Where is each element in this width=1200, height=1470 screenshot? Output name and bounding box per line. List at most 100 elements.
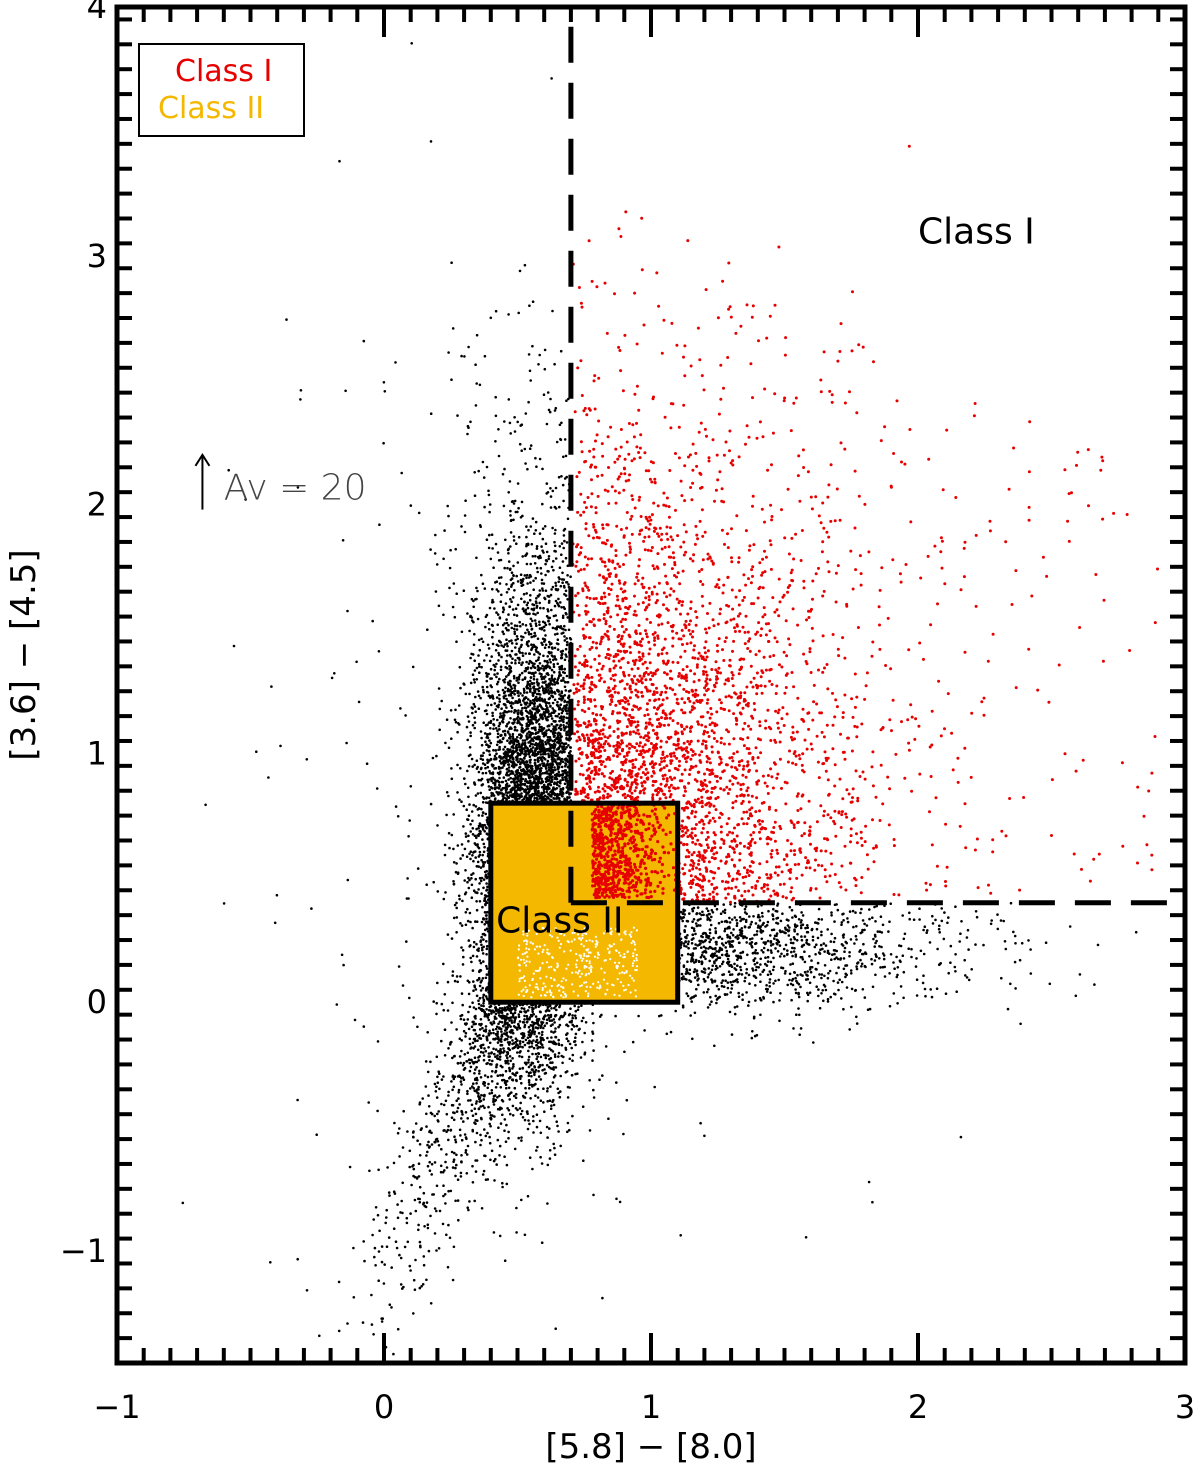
data-point-4844 [478,900,482,903]
data-point-4547 [532,675,536,678]
data-point-4244 [525,714,529,718]
data-point-1445 [515,743,519,747]
data-point-3619 [531,1052,534,1056]
data-point-1680 [435,1001,439,1005]
data-point-4008 [500,1030,503,1033]
data-point-3020 [456,791,459,794]
data-point-2081 [523,706,527,709]
data-point-4246 [521,777,525,781]
data-point-401 [454,708,457,712]
data-point-129 [542,783,546,787]
data-point-2100 [480,979,483,982]
data-point-2824 [566,517,570,521]
data-point-3624 [532,1013,535,1016]
data-point-4312 [473,842,477,845]
data-point-3146 [488,1058,491,1062]
data-point-4990 [568,1086,571,1089]
data-point-3675 [573,1040,576,1043]
data-point-4926 [520,1198,523,1202]
data-point-3222 [464,891,468,894]
data-point-4822 [476,948,479,952]
data-point-1528 [450,937,454,940]
data-point-4446 [552,735,556,738]
data-point-2024 [471,833,475,836]
data-point-2484 [523,1118,527,1122]
data-point-3694 [511,1072,514,1075]
data-point-3416 [563,658,567,662]
data-point-2759 [571,1114,574,1118]
data-point-1873 [521,623,525,626]
data-point-498 [509,531,513,534]
data-point-3726 [570,1046,573,1050]
data-point-3746 [492,566,495,569]
data-point-1419 [548,1099,552,1102]
data-point-2140 [528,744,532,748]
data-point-3027 [482,863,485,866]
data-point-1593 [564,647,568,651]
data-point-4227 [477,826,480,830]
data-point-335 [533,653,536,656]
data-point-571 [519,1077,522,1081]
data-point-2394 [549,729,553,733]
data-point-4295 [480,1004,483,1007]
data-point-4253 [521,1045,524,1049]
data-point-3134 [565,674,569,678]
data-point-3163 [528,679,532,683]
data-point-1474 [466,818,470,821]
data-point-1343 [521,1040,525,1044]
data-point-3186 [574,1072,577,1076]
data-point-3993 [513,1021,516,1024]
data-point-2433 [471,969,475,972]
data-point-3657 [514,1074,517,1077]
data-point-4737 [493,702,497,705]
data-point-4580 [517,1013,521,1016]
data-point-56 [460,843,464,846]
data-point-1134 [470,1025,474,1028]
data-point-1896 [473,834,477,838]
data-point-4073 [531,671,535,675]
data-point-1763 [558,719,561,723]
data-point-4992 [483,897,487,900]
data-point-4790 [483,732,487,735]
data-point-1790 [527,1055,531,1059]
data-point-3686 [483,1154,486,1157]
data-point-636 [483,823,487,827]
data-point-2285 [581,1040,584,1044]
data-point-3448 [462,1018,466,1021]
data-point-3646 [505,710,509,714]
data-point-4306 [513,718,517,721]
data-point-3031 [553,1006,556,1010]
data-point-4472 [557,1042,560,1045]
data-point-3859 [471,1001,474,1004]
data-point-1491 [481,986,485,990]
data-point-1009 [477,888,480,891]
data-point-3069 [488,739,491,742]
data-point-4802 [516,768,520,772]
data-point-3595 [466,769,469,773]
data-point-3531 [478,1072,481,1075]
data-point-937 [550,668,554,672]
data-point-2655 [474,794,478,797]
data-point-102 [555,787,559,790]
data-point-1516 [470,873,473,876]
data-point-2236 [531,1020,534,1024]
data-point-795 [540,1020,543,1024]
data-point-3504 [494,797,497,800]
data-point-3117 [505,706,508,709]
data-point-1230 [498,759,502,763]
data-point-4608 [535,1113,539,1116]
data-point-3144 [561,560,565,563]
data-point-2765 [528,1005,531,1009]
data-point-716 [512,674,516,678]
data-point-2425 [545,1063,549,1067]
data-point-3718 [491,642,495,646]
data-point-1020 [488,1122,492,1126]
data-point-2169 [508,733,511,736]
data-point-3405 [508,741,511,745]
data-point-2359 [533,1073,536,1077]
data-point-4672 [476,843,479,846]
data-point-4639 [521,739,525,742]
data-point-3266 [550,1104,553,1107]
data-point-3691 [541,527,545,530]
data-point-2187 [491,587,494,591]
